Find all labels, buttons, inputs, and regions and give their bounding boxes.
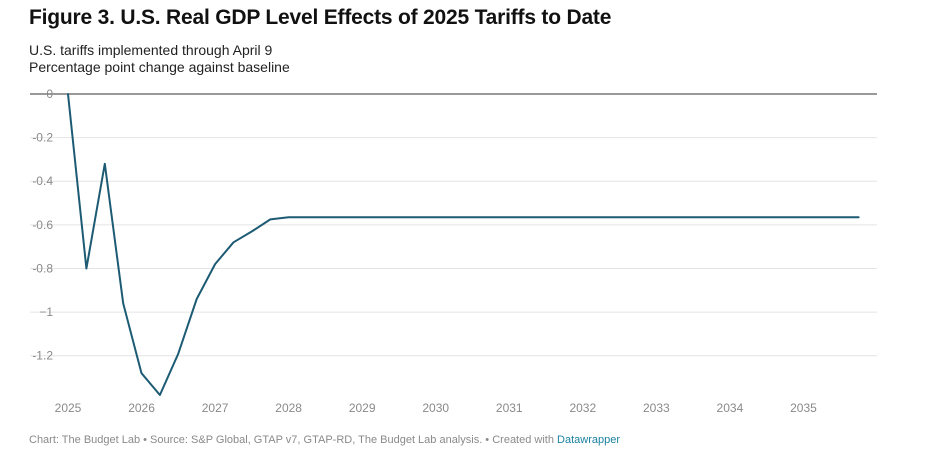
x-tick-label: 2026	[128, 401, 155, 415]
chart-footer: Chart: The Budget Lab • Source: S&P Glob…	[29, 434, 620, 446]
x-tick-label: 2033	[643, 401, 670, 415]
y-tick-label: -0.8	[32, 261, 53, 275]
y-tick-label: 0	[46, 87, 53, 101]
x-tick-label: 2025	[55, 401, 82, 415]
x-tick-label: 2028	[275, 401, 302, 415]
datawrapper-link[interactable]: Datawrapper	[557, 434, 621, 446]
x-tick-label: 2029	[349, 401, 376, 415]
x-tick-label: 2032	[569, 401, 596, 415]
y-tick-label: −1	[39, 305, 53, 319]
source-credit: Chart: The Budget Lab • Source: S&P Glob…	[29, 434, 558, 446]
series-line	[67, 93, 860, 396]
y-tick-label: -0.6	[32, 218, 53, 232]
grid-lines	[30, 93, 877, 357]
y-axis-ticks: 0 -0.2 -0.4 -0.6 -0.8 −1 -1.2	[32, 87, 53, 363]
chart-subtitle: U.S. tariffs implemented through April 9…	[29, 42, 290, 76]
x-tick-label: 2030	[422, 401, 449, 415]
y-tick-label: -1.2	[32, 349, 53, 363]
line-chart: 0 -0.2 -0.4 -0.6 -0.8 −1 -1.2 2025 2026 2027 2028…	[30, 87, 877, 415]
x-tick-label: 2027	[202, 401, 229, 415]
series-lines	[67, 93, 860, 396]
chart-title: Figure 3. U.S. Real GDP Level Effects of…	[29, 6, 612, 29]
x-tick-label: 2034	[717, 401, 744, 415]
x-axis-ticks: 2025 2026 2027 2028 2029 2030 2031 2032 2033 2034…	[55, 401, 817, 415]
y-tick-label: -0.2	[32, 131, 53, 145]
x-tick-label: 2035	[790, 401, 817, 415]
y-tick-label: -0.4	[32, 174, 53, 188]
subtitle-line-2: Percentage point change against baseline	[29, 59, 290, 75]
subtitle-line-1: U.S. tariffs implemented through April 9	[29, 42, 273, 58]
x-tick-label: 2031	[496, 401, 523, 415]
